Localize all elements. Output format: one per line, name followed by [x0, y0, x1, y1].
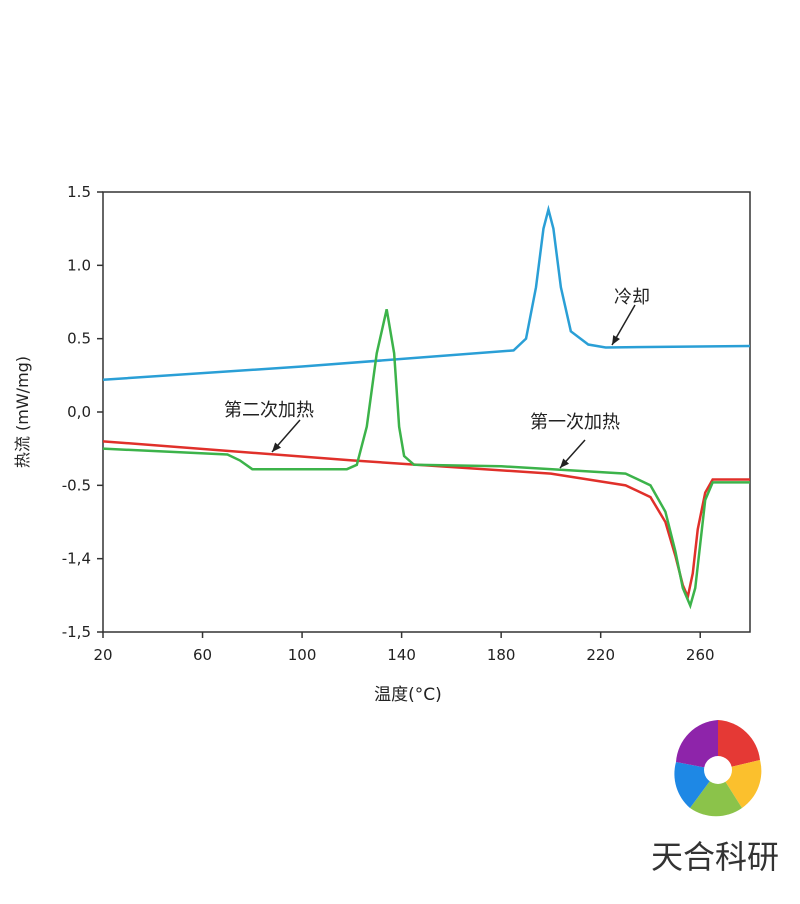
x-tick-label: 180	[487, 646, 516, 664]
x-tick-label: 20	[93, 646, 112, 664]
annotation: 第一次加热	[530, 412, 620, 433]
y-tick-label: -1,4	[62, 550, 91, 568]
arrow-head	[612, 335, 620, 345]
line-series	[102, 204, 751, 381]
y-tick-label: -0.5	[62, 476, 91, 494]
y-tick-label: 1.0	[67, 256, 91, 274]
annotation: 冷却	[614, 287, 650, 308]
y-axis-label: 热流 (mW/mg)	[13, 356, 32, 468]
y-tick-label: 1.5	[67, 183, 91, 201]
x-tick-label: 260	[686, 646, 715, 664]
logo	[674, 720, 762, 817]
x-axis-label: 温度(°C)	[374, 685, 442, 705]
arrow-head	[272, 442, 281, 452]
plot-frame	[102, 191, 751, 633]
y-tick-label: 0,0	[67, 403, 91, 421]
arrow-head	[560, 458, 570, 468]
y-tick-label: 0.5	[67, 330, 91, 348]
watermark: 天合科研	[651, 838, 779, 876]
x-tick-label: 220	[586, 646, 615, 664]
annotation: 第二次加热	[224, 400, 314, 421]
y-tick-label: -1,5	[62, 623, 91, 641]
line-series	[102, 309, 750, 610]
x-tick-label: 140	[387, 646, 416, 664]
x-tick-label: 60	[193, 646, 212, 664]
x-tick-label: 100	[288, 646, 317, 664]
